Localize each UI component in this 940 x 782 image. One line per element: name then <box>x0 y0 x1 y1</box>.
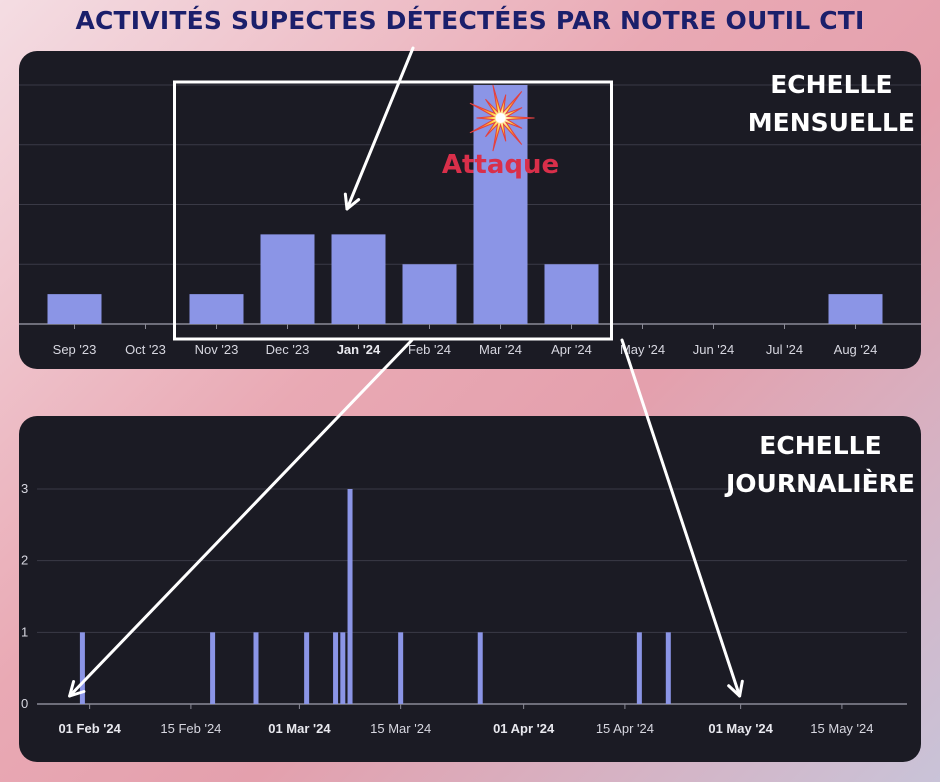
x-tick-label: 15 Mar '24 <box>370 721 431 736</box>
monthly-chart-panel: Sep '23 Oct '23 Nov '23 Dec '23 Jan '24 Feb '… <box>19 51 921 369</box>
x-tick-label: Jul '24 <box>766 342 803 357</box>
y-tick-label: 2 <box>21 553 28 568</box>
page-title: ACTIVITÉS SUPECTES DÉTECTÉES PAR NOTRE O… <box>75 6 865 35</box>
x-tick-label: Mar '24 <box>479 342 522 357</box>
bar <box>347 489 353 704</box>
monthly-scale-label-line1: ECHELLE <box>770 70 893 99</box>
bar <box>828 294 883 324</box>
x-tick-label: Jan '24 <box>337 342 381 357</box>
x-tick-label: 01 Feb '24 <box>58 721 121 736</box>
x-tick-label: Feb '24 <box>408 342 451 357</box>
bar <box>210 632 216 704</box>
x-tick-label: Dec '23 <box>266 342 310 357</box>
monthly-scale-label: ECHELLE MENSUELLE <box>748 66 915 142</box>
daily-scale-label-line1: ECHELLE <box>759 431 882 460</box>
x-tick-label: Jun '24 <box>693 342 735 357</box>
bar <box>398 632 404 704</box>
x-tick-label: May '24 <box>620 342 665 357</box>
bar <box>47 294 102 324</box>
bar <box>331 234 386 324</box>
bar <box>333 632 339 704</box>
x-tick-label: 15 Apr '24 <box>596 721 654 736</box>
bar <box>253 632 259 704</box>
x-tick-label: 01 Apr '24 <box>493 721 555 736</box>
bar <box>79 632 85 704</box>
bar <box>260 234 315 324</box>
bar <box>473 85 528 324</box>
daily-chart-panel: 0 1 2 3 01 Feb '24 15 Feb '24 01 Mar '24 15 Mar… <box>19 416 921 762</box>
bar <box>544 264 599 324</box>
daily-scale-label: ECHELLE JOURNALIÈRE <box>726 427 915 503</box>
y-tick-label: 3 <box>21 481 28 496</box>
x-tick-label: 01 Mar '24 <box>268 721 331 736</box>
x-tick-label: 15 Feb '24 <box>160 721 221 736</box>
bar <box>304 632 310 704</box>
bar <box>636 632 642 704</box>
x-tick-label: Apr '24 <box>551 342 592 357</box>
y-tick-label: 0 <box>21 696 28 711</box>
x-tick-label: 01 May '24 <box>708 721 773 736</box>
daily-scale-label-line2: JOURNALIÈRE <box>725 469 915 498</box>
x-tick-label: Nov '23 <box>195 342 239 357</box>
y-tick-label: 1 <box>21 624 28 639</box>
bar <box>665 632 671 704</box>
x-tick-label: Oct '23 <box>125 342 166 357</box>
x-tick-label: Aug '24 <box>834 342 878 357</box>
bar <box>189 294 244 324</box>
bar <box>402 264 457 324</box>
monthly-scale-label-line2: MENSUELLE <box>747 108 915 137</box>
bar <box>477 632 483 704</box>
bar <box>340 632 346 704</box>
x-tick-label: Sep '23 <box>53 342 97 357</box>
x-tick-label: 15 May '24 <box>810 721 873 736</box>
